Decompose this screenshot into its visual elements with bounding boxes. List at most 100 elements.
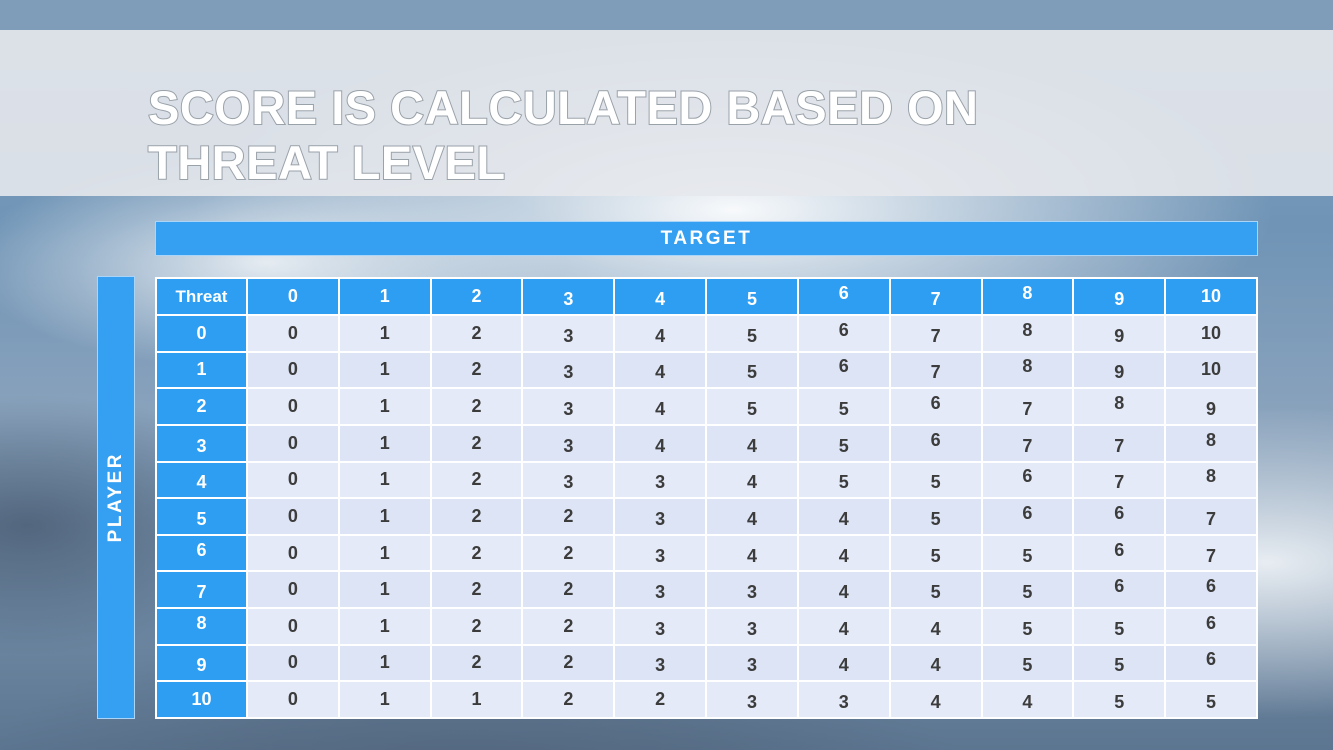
cell-value: 1: [379, 652, 390, 673]
score-cell: 5: [888, 570, 983, 609]
score-cell: 4: [613, 314, 708, 353]
cell-value: 2: [563, 579, 574, 600]
score-table: Threat 0 1 2 3 4 5 6 7 8 9 10 0 0 1 2 3 4 5 6 7 8 9 10 1 0 1 2 3 4 5…: [155, 277, 1258, 719]
row-header-2: 2: [155, 387, 248, 426]
score-cell: 3: [705, 680, 799, 719]
cell-value: 3: [196, 435, 207, 456]
score-cell: 10: [1164, 314, 1258, 353]
score-cell: 2: [521, 607, 616, 646]
cell-value: 7: [930, 325, 941, 346]
score-cell: 0: [246, 680, 340, 719]
table-row-10: 10 0 1 1 2 2 3 3 4 4 5 5: [155, 680, 1258, 719]
cell-value: 5: [1114, 692, 1125, 713]
score-cell: 9: [1072, 350, 1167, 390]
cell-value: 10: [1201, 359, 1222, 380]
row-header-6: 6: [155, 533, 248, 573]
score-cell: 0: [246, 570, 340, 609]
score-cell: 4: [796, 607, 891, 646]
score-cell: 3: [521, 423, 616, 463]
score-cell: 3: [613, 533, 708, 573]
target-axis-header: TARGET: [155, 221, 1258, 256]
score-cell: 3: [613, 497, 708, 536]
cell-value: 5: [746, 325, 757, 346]
cell-value: 9: [196, 655, 207, 676]
score-cell: 2: [429, 350, 524, 390]
cell-value: 3: [746, 692, 757, 713]
cell-value: 6: [838, 283, 849, 303]
score-cell: 3: [521, 350, 616, 390]
table-row-6: 6 0 1 2 2 3 4 4 5 5 6 7: [155, 533, 1258, 573]
score-cell: 0: [246, 497, 340, 536]
slide-title-line1: SCORE IS CALCULATED BASED ON: [147, 80, 979, 135]
cell-value: 7: [196, 582, 207, 603]
score-cell: 4: [705, 497, 799, 536]
score-cell: 5: [1072, 680, 1167, 719]
table-row-9: 9 0 1 2 2 3 3 4 4 5 5 6: [155, 643, 1258, 683]
cell-value: 7: [1022, 399, 1033, 420]
table-header-row: Threat 0 1 2 3 4 5 6 7 8 9 10: [155, 277, 1258, 316]
score-cell: 5: [980, 607, 1075, 646]
cell-value: 2: [471, 396, 482, 417]
cell-value: 7: [930, 362, 941, 383]
score-cell: 8: [1164, 423, 1258, 463]
score-cell: 4: [888, 680, 983, 719]
cell-value: 2: [471, 322, 482, 343]
score-cell: 7: [1072, 460, 1167, 500]
cell-value: 3: [563, 362, 574, 383]
score-cell: 8: [1164, 460, 1258, 500]
cell-value: 4: [655, 289, 666, 309]
score-cell: 4: [796, 570, 891, 609]
cell-value: 0: [287, 432, 298, 453]
cell-value: 4: [746, 435, 757, 456]
score-cell: 6: [796, 314, 891, 353]
cell-value: 8: [1206, 429, 1217, 450]
cell-value: 9: [1114, 362, 1125, 383]
score-cell: 5: [796, 460, 891, 500]
cell-value: 5: [1022, 545, 1033, 566]
player-axis-label: PLAYER: [105, 452, 126, 543]
cell-value: 4: [838, 545, 849, 566]
cell-value: 2: [563, 542, 574, 563]
cell-value: 5: [930, 545, 941, 566]
score-cell: 5: [796, 387, 891, 426]
score-cell: 5: [888, 533, 983, 573]
cell-value: 5: [746, 399, 757, 420]
slide-title-line2: THREAT LEVEL: [147, 135, 506, 190]
cell-value: 5: [930, 472, 941, 493]
score-cell: 0: [246, 607, 340, 646]
cell-value: 3: [563, 399, 574, 420]
score-cell: 0: [246, 350, 340, 390]
score-cell: 6: [1072, 533, 1167, 573]
score-cell: 7: [1072, 423, 1167, 463]
score-cell: 1: [337, 533, 432, 573]
score-cell: 6: [796, 350, 891, 390]
cell-value: 6: [1114, 539, 1125, 560]
cell-value: 0: [196, 322, 207, 343]
table-row-8: 8 0 1 2 2 3 3 4 4 5 5 6: [155, 607, 1258, 646]
score-cell: 4: [705, 423, 799, 463]
cell-value: 1: [196, 359, 207, 380]
cell-value: 3: [746, 582, 757, 603]
cell-value: 10: [191, 689, 212, 710]
score-cell: 2: [429, 423, 524, 463]
cell-value: 2: [563, 652, 574, 673]
cell-value: 9: [1114, 325, 1125, 346]
cell-value: 7: [930, 289, 941, 309]
score-cell: 7: [980, 423, 1075, 463]
cell-value: 1: [379, 542, 390, 563]
table-row-2: 2 0 1 2 3 4 5 5 6 7 8 9: [155, 387, 1258, 426]
score-matrix: Threat 0 1 2 3 4 5 6 7 8 9 10 0 0 1 2 3 4 5 6 7 8 9 10 1 0 1 2 3 4 5…: [155, 277, 1258, 719]
score-cell: 9: [1072, 314, 1167, 353]
table-row-5: 5 0 1 2 2 3 4 4 5 6 6 7: [155, 497, 1258, 536]
score-cell: 2: [613, 680, 708, 719]
row-header-8: 8: [155, 607, 248, 646]
score-cell: 4: [888, 643, 983, 683]
score-cell: 5: [705, 387, 799, 426]
cell-value: 4: [746, 472, 757, 493]
score-cell: 6: [980, 460, 1075, 500]
score-cell: 1: [337, 607, 432, 646]
score-cell: 1: [429, 680, 524, 719]
score-cell: 5: [705, 314, 799, 353]
column-header-3: 3: [521, 277, 616, 316]
